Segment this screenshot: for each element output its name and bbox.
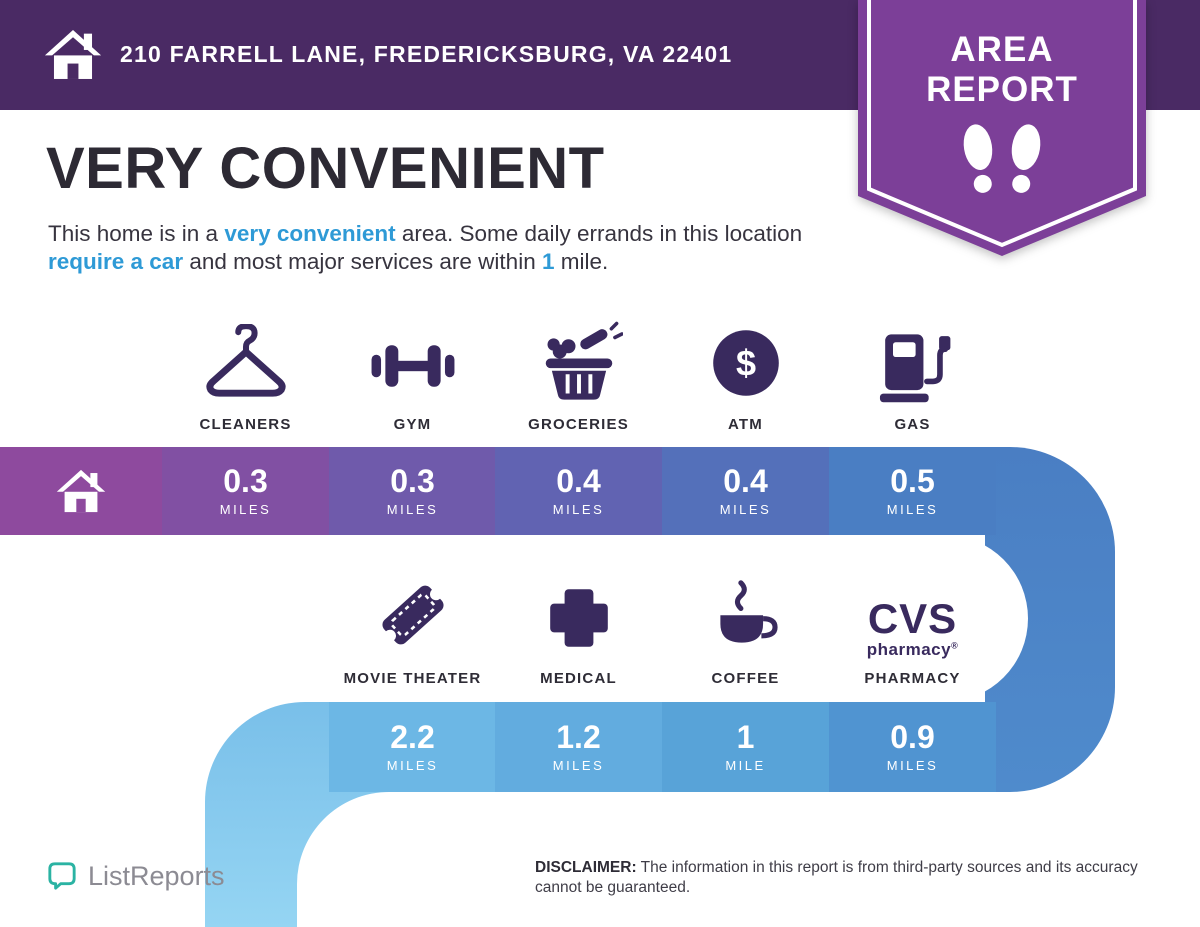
footprints-icon xyxy=(963,124,1041,193)
distance-cell-atm: 0.4 MILES xyxy=(662,447,829,535)
listreports-logo-icon xyxy=(48,862,76,890)
home-icon xyxy=(56,469,106,513)
movie-ticket-icon xyxy=(381,585,444,645)
service-groceries: GROCERIES xyxy=(495,318,662,433)
property-address: 210 FARRELL LANE, FREDERICKSBURG, VA 224… xyxy=(120,41,733,67)
service-gym: GYM xyxy=(329,318,496,433)
distance-cell-coffee: 1 MILE xyxy=(662,702,829,792)
service-gas: GAS xyxy=(829,318,996,433)
distance-value: 0.3 xyxy=(390,463,435,499)
distance-value: 0.4 xyxy=(723,463,768,499)
distance-cell-cleaners: 0.3 MILES xyxy=(162,447,329,535)
distance-unit: MILES xyxy=(219,502,272,517)
distance-value: 2.2 xyxy=(390,719,435,755)
svg-text:$: $ xyxy=(735,342,755,383)
home-icon xyxy=(44,30,102,79)
service-pharmacy: CVS pharmacy® PHARMACY xyxy=(829,576,996,688)
summary-accent: very convenient xyxy=(224,221,396,246)
summary-text: This home is in a very convenient area. … xyxy=(48,220,868,276)
distance-unit: MILES xyxy=(886,758,939,773)
service-label: PHARMACY xyxy=(864,670,961,687)
service-label: GAS xyxy=(894,416,931,433)
medical-cross-icon xyxy=(549,589,608,647)
disclaimer-text: The information in this report is from t… xyxy=(535,859,1138,896)
service-cleaners: CLEANERS xyxy=(162,318,329,433)
cvs-sub-wordmark: pharmacy® xyxy=(867,641,958,658)
distance-value: 1 xyxy=(736,719,755,755)
disclaimer-label: DISCLAIMER: xyxy=(535,859,637,876)
summary-segment: This home is in a xyxy=(48,221,225,246)
distance-value: 0.3 xyxy=(223,463,268,499)
service-label: COFFEE xyxy=(711,670,780,687)
distance-unit: MILE xyxy=(725,758,766,773)
distance-cell-movie-theater: 2.2 MILES xyxy=(329,702,496,792)
distance-cell-groceries: 0.4 MILES xyxy=(495,447,662,535)
distance-value: 0.5 xyxy=(890,463,935,499)
service-atm: $ ATM xyxy=(662,318,829,433)
cvs-pharmacy-logo: CVS pharmacy® xyxy=(867,595,958,659)
ribbon-shape xyxy=(858,0,1146,256)
distance-unit: MILES xyxy=(552,758,605,773)
listreports-logo-text: ListReports xyxy=(88,860,225,891)
grocery-basket-icon xyxy=(545,321,623,400)
home-distance-cell xyxy=(0,447,162,535)
listreports-logo: ListReports xyxy=(46,860,225,892)
service-label: CLEANERS xyxy=(199,416,292,433)
distance-unit: MILES xyxy=(886,502,939,517)
service-coffee: COFFEE xyxy=(662,576,829,687)
header-home-icon-wrap xyxy=(44,28,102,86)
service-medical: MEDICAL xyxy=(495,576,662,687)
distance-cell-gym: 0.3 MILES xyxy=(329,447,496,535)
badge-line2: REPORT xyxy=(926,70,1078,109)
summary-segment: mile. xyxy=(554,249,609,274)
dollar-coin-icon: $ xyxy=(712,330,779,396)
cvs-sub-text: pharmacy xyxy=(866,640,952,659)
coffee-cup-icon xyxy=(719,580,778,643)
distance-unit: MILES xyxy=(552,502,605,517)
distance-value: 0.9 xyxy=(890,719,935,755)
distance-cell-gas: 0.5 MILES xyxy=(829,447,996,535)
page-title: VERY CONVENIENT xyxy=(46,136,605,201)
service-movie-theater: MOVIE THEATER xyxy=(329,576,496,687)
distance-value: 0.4 xyxy=(556,463,601,499)
band-inner-cutout-bottom xyxy=(297,792,507,927)
area-report-badge: AREA REPORT xyxy=(858,0,1146,258)
service-label: MEDICAL xyxy=(540,670,617,687)
gas-pump-icon xyxy=(879,334,950,403)
registered-mark: ® xyxy=(951,640,959,651)
service-label: GROCERIES xyxy=(528,416,629,433)
badge-line1: AREA xyxy=(950,30,1054,69)
distance-unit: MILES xyxy=(386,758,439,773)
distance-cell-medical: 1.2 MILES xyxy=(495,702,662,792)
distance-cell-pharmacy: 0.9 MILES xyxy=(829,702,996,792)
hanger-icon xyxy=(205,324,286,397)
service-label: GYM xyxy=(393,416,432,433)
summary-accent: require a car xyxy=(48,249,184,274)
disclaimer: DISCLAIMER: The information in this repo… xyxy=(535,858,1160,898)
distance-unit: MILES xyxy=(386,502,439,517)
distance-value: 1.2 xyxy=(556,719,601,755)
summary-segment: area. Some daily errands in this locatio… xyxy=(395,221,803,246)
service-label: MOVIE THEATER xyxy=(343,670,482,687)
service-label: ATM xyxy=(728,416,763,433)
distance-unit: MILES xyxy=(719,502,772,517)
cvs-wordmark: CVS xyxy=(867,595,958,642)
band-inner-cutout xyxy=(0,535,1028,702)
dumbbell-icon xyxy=(371,345,454,387)
summary-segment: and most major services are within xyxy=(183,249,542,274)
summary-accent: 1 xyxy=(541,249,555,274)
